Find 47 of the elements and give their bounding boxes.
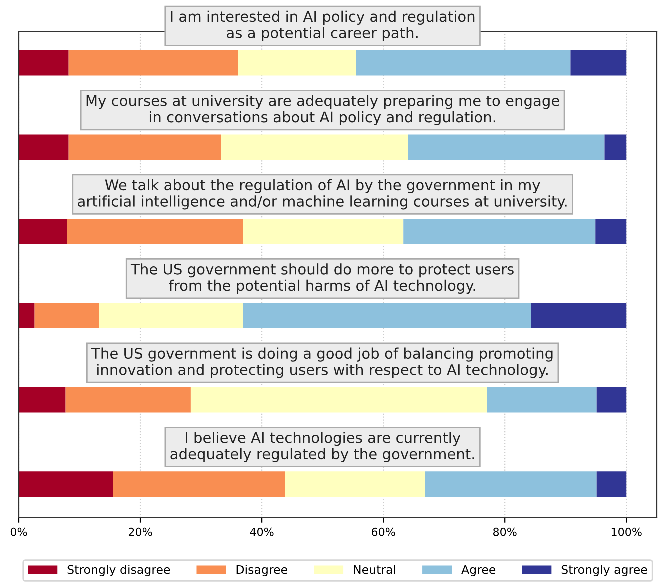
bar <box>425 472 597 497</box>
x-tick-label: 40% <box>250 528 274 536</box>
bar <box>68 50 238 76</box>
legend-label: Agree <box>462 565 496 576</box>
bar <box>66 387 191 413</box>
bar <box>19 218 67 244</box>
bar <box>19 387 66 413</box>
y-tick-label: The US government is doing a good job of balancing promoting innovation and protecting users with respect to AI technology. <box>92 348 553 378</box>
bar <box>604 134 627 160</box>
bar <box>221 134 408 160</box>
bar <box>408 134 605 160</box>
bar <box>113 472 286 497</box>
bar <box>531 303 627 328</box>
bar <box>596 472 627 497</box>
bar <box>570 50 627 76</box>
bar <box>67 218 244 244</box>
y-tick-label: We talk about the regulation of AI by the government in my artificial intelligence and/or machine learning courses at university. <box>78 179 567 210</box>
y-tick-label: The US government should do more to protect users from the potential harms of AI technology. <box>130 264 514 294</box>
bar <box>596 387 627 413</box>
bar <box>596 218 627 244</box>
bar <box>19 134 69 160</box>
bar <box>285 472 426 497</box>
bar <box>68 134 222 160</box>
y-tick-label: I believe AI technologies are currently adequately regulated by the government. <box>170 432 474 462</box>
legend-label: Neutral <box>354 565 396 574</box>
bar <box>243 303 532 328</box>
legend-label: Strongly disagree <box>68 565 170 576</box>
legend-label: Strongly agree <box>562 565 648 576</box>
legend-label: Disagree <box>236 565 288 576</box>
x-tick-label: 80% <box>494 528 517 536</box>
bar <box>404 218 596 244</box>
bar <box>19 472 114 497</box>
bar <box>487 387 597 413</box>
bar <box>356 50 571 76</box>
bar <box>19 303 35 328</box>
bar <box>34 303 100 328</box>
bar <box>243 218 404 244</box>
x-tick-label: 20% <box>128 528 152 536</box>
y-tick-label: I am interested in AI policy and regulation as a potential career path. <box>171 10 475 42</box>
x-tick-label: 60% <box>372 528 396 536</box>
x-tick-label: 0% <box>10 528 28 536</box>
bar <box>238 50 356 76</box>
bar <box>19 50 69 76</box>
bar <box>190 387 488 413</box>
y-tick-label: My courses at university are adequately preparing me to engage in conversations about AI policy and regulation. <box>86 95 560 126</box>
bar <box>99 303 244 328</box>
x-tick-label: 100% <box>612 528 642 536</box>
